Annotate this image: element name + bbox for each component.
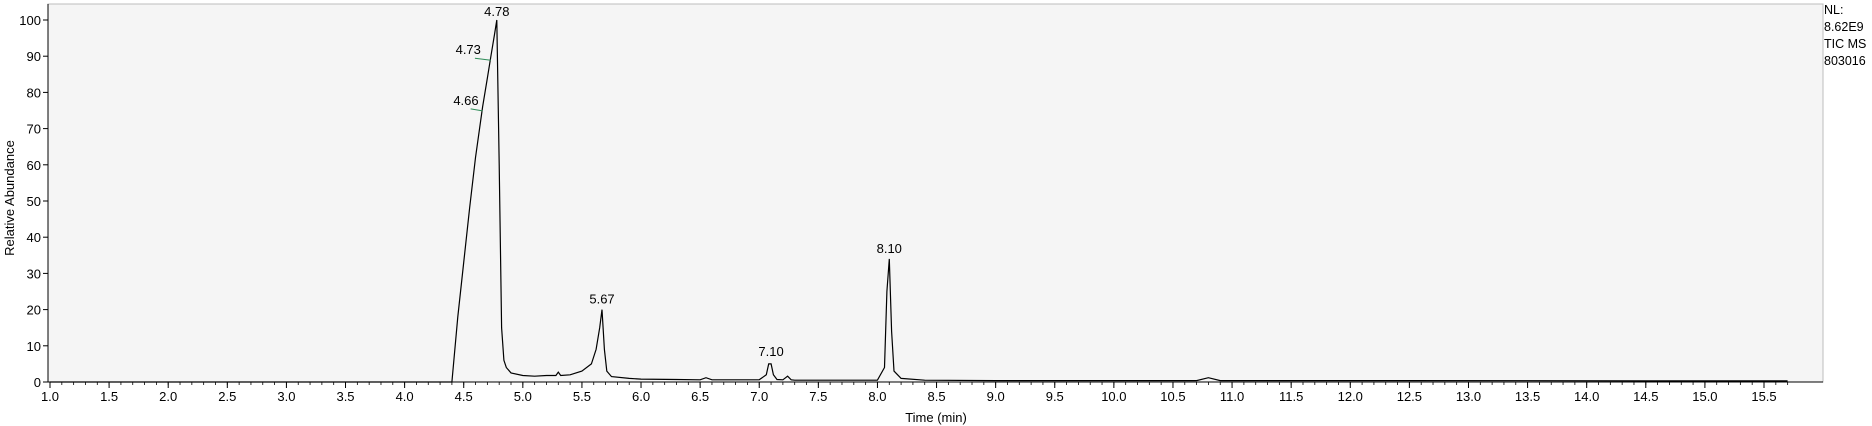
x-tick-label: 14.0 (1574, 389, 1599, 404)
x-tick-label: 8.5 (928, 389, 946, 404)
peak-label: 7.10 (758, 344, 783, 359)
plot-area (47, 3, 1824, 383)
y-tick-label: 0 (34, 375, 41, 390)
peak-label: 5.67 (589, 292, 614, 307)
scan-filter: TIC MS (1824, 37, 1867, 51)
x-tick-label: 14.5 (1633, 389, 1658, 404)
x-tick-label: 3.0 (277, 389, 295, 404)
x-tick-label: 12.0 (1338, 389, 1363, 404)
y-tick-label: 50 (27, 194, 41, 209)
nl-value: 8.62E9 (1824, 20, 1864, 34)
x-tick-label: 7.5 (809, 389, 827, 404)
x-tick-label: 9.0 (987, 389, 1005, 404)
y-tick-label: 90 (27, 49, 41, 64)
x-tick-label: 2.5 (218, 389, 236, 404)
x-tick-label: 6.5 (691, 389, 709, 404)
x-tick-label: 4.5 (455, 389, 473, 404)
peak-label: 4.78 (484, 4, 509, 19)
y-tick-label: 20 (27, 303, 41, 318)
tic-trace-line (50, 19, 1788, 383)
x-tick-label: 15.5 (1751, 389, 1776, 404)
x-tick-label: 5.5 (573, 389, 591, 404)
file-id: 803016 (1824, 54, 1866, 68)
x-tick-label: 10.5 (1160, 389, 1185, 404)
x-tick-label: 5.0 (514, 389, 532, 404)
nl-label: NL: (1824, 3, 1844, 17)
x-tick-label: 1.5 (100, 389, 118, 404)
y-tick-label: 100 (19, 13, 41, 28)
peak-label: 4.73 (456, 42, 481, 57)
info-panel: NL: 8.62E9 TIC MS 803016 (1824, 2, 1866, 70)
x-tick-label: 7.0 (750, 389, 768, 404)
peak-label: 8.10 (877, 241, 902, 256)
x-tick-label: 2.0 (159, 389, 177, 404)
x-tick-label: 12.5 (1397, 389, 1422, 404)
y-tick-label: 30 (27, 266, 41, 281)
peak-label: 4.66 (453, 93, 478, 108)
x-tick-label: 9.5 (1046, 389, 1064, 404)
y-axis-label: Relative Abundance (2, 140, 17, 256)
x-axis-label: Time (min) (905, 410, 967, 425)
x-tick-label: 3.5 (336, 389, 354, 404)
peak-leader-line (474, 57, 491, 61)
x-tick-label: 11.5 (1279, 389, 1303, 404)
y-tick-label: 10 (27, 339, 41, 354)
x-tick-label: 13.5 (1515, 389, 1540, 404)
x-tick-label: 4.0 (396, 389, 414, 404)
y-tick-label: 60 (27, 158, 41, 173)
x-tick-label: 11.0 (1220, 389, 1244, 404)
y-tick-label: 80 (27, 85, 41, 100)
x-tick-label: 15.0 (1692, 389, 1717, 404)
x-tick-label: 13.0 (1456, 389, 1481, 404)
x-tick-label: 8.0 (868, 389, 886, 404)
y-tick-label: 70 (27, 122, 41, 137)
peak-leader-line (470, 108, 483, 112)
y-tick-label: 40 (27, 230, 41, 245)
x-tick-label: 1.0 (41, 389, 59, 404)
x-tick-label: 10.0 (1101, 389, 1126, 404)
x-tick-label: 6.0 (632, 389, 650, 404)
